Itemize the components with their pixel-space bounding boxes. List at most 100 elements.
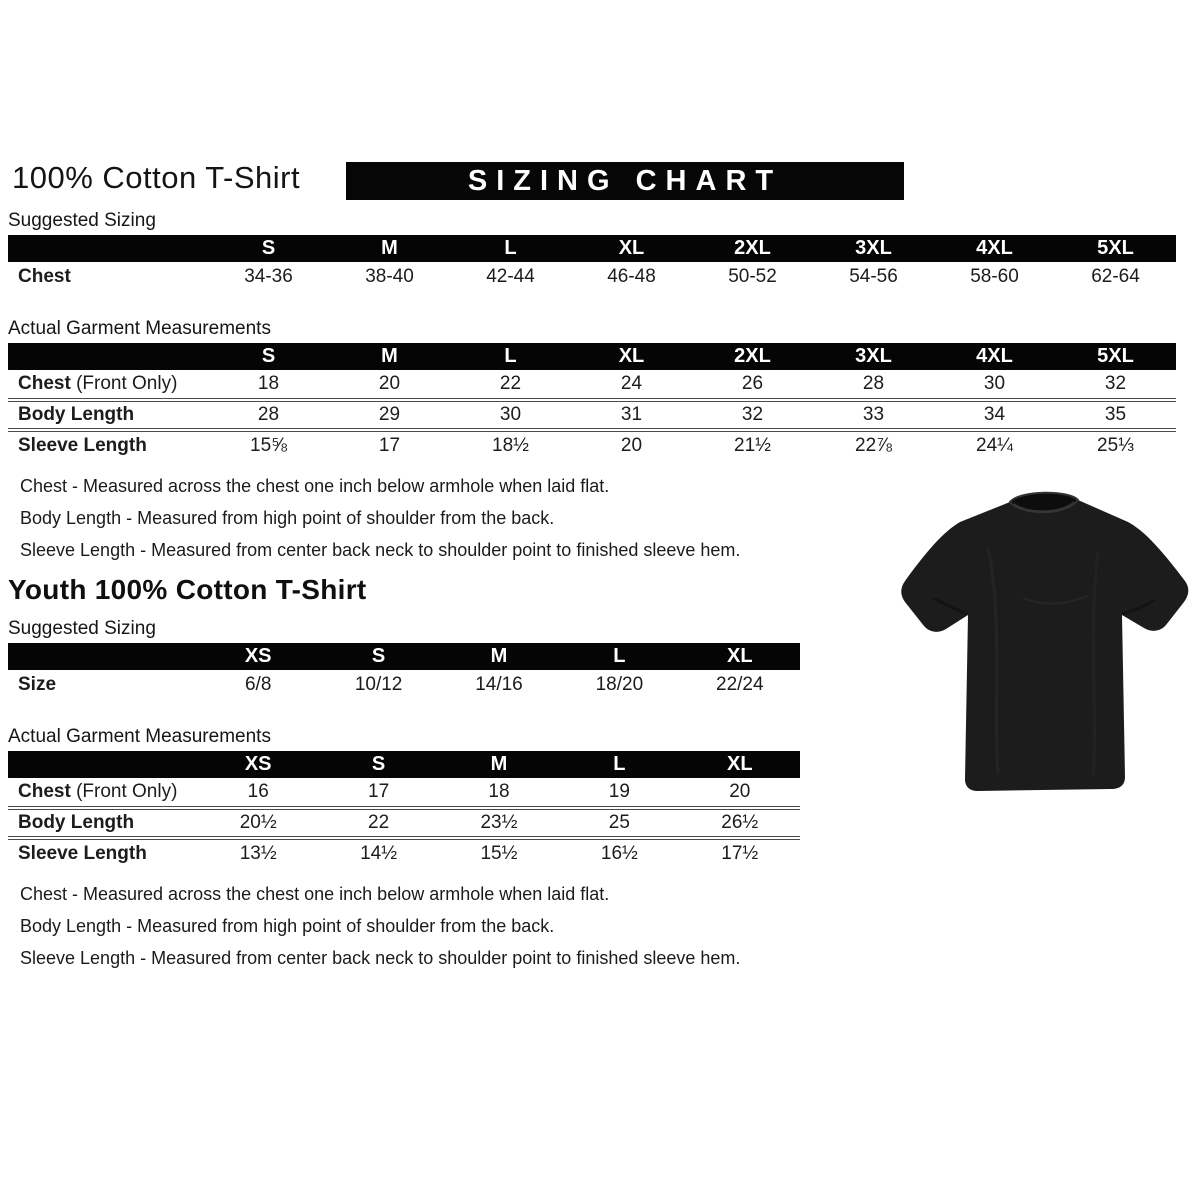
youth-measurement-notes: Chest - Measured across the chest one in… [20,878,1192,974]
cell: 22 [450,370,571,400]
cell: 34-36 [208,262,329,292]
size-col-header: XL [679,643,800,670]
cell: 17½ [679,836,800,868]
row-label: Sleeve Length [8,428,208,460]
cell: 31 [571,398,692,430]
cell: 25⅓ [1055,428,1176,460]
note-body-length: Body Length - Measured from high point o… [20,916,555,936]
cell: 25 [559,806,680,838]
cell: 54-56 [813,262,934,292]
adult-title: 100% Cotton T-Shirt [12,160,301,195]
row-label: Sleeve Length [8,836,198,868]
table-header-row: XS S M L XL [8,643,800,670]
cell: 10/12 [318,670,439,700]
note-sleeve-length: Sleeve Length - Measured from center bac… [20,948,741,968]
table-header-row: XS S M L XL [8,751,800,778]
size-col-header: M [329,235,450,262]
size-col-header: 3XL [813,235,934,262]
size-col-header: M [438,643,560,670]
cell: 20 [329,370,450,400]
tshirt-image [893,478,1195,808]
cell: 29 [329,398,450,430]
table-header-row: S M L XL 2XL 3XL 4XL 5XL [8,235,1176,262]
size-col-header: L [559,643,680,670]
row-label: Body Length [8,806,198,838]
row-label: Chest (Front Only) [8,370,208,400]
size-col-header: XS [198,751,319,778]
table-row: Chest (Front Only) 18 20 22 24 26 28 30 … [8,370,1176,400]
note-chest: Chest - Measured across the chest one in… [20,476,610,496]
youth-actual-table: XS S M L XL Chest (Front Only) 16 17 18 … [8,751,800,868]
table-row: Size 6/8 10/12 14/16 18/20 22/24 [8,670,800,700]
cell: 19 [559,778,680,808]
row-label: Chest (Front Only) [8,778,198,808]
youth-suggested-label: Suggested Sizing [8,618,156,639]
cell: 28 [813,370,934,400]
cell: 20 [679,778,800,808]
cell: 30 [934,370,1055,400]
cell: 24¼ [934,428,1055,460]
adult-actual-table: S M L XL 2XL 3XL 4XL 5XL Chest (Front On… [8,343,1176,460]
cell: 20 [571,428,692,460]
page-header: 100% Cotton T-Shirt SIZING CHART [8,160,1192,204]
cell: 14/16 [438,670,560,700]
sizing-chart-banner: SIZING CHART [346,162,904,200]
row-label: Chest [8,262,208,292]
cell: 15½ [438,836,560,868]
youth-title: Youth 100% Cotton T-Shirt [8,574,367,605]
size-col-header: 4XL [934,235,1055,262]
cell: 17 [318,778,439,808]
cell: 62-64 [1055,262,1176,292]
cell: 35 [1055,398,1176,430]
size-col-header: M [329,343,450,370]
youth-suggested-table: XS S M L XL Size 6/8 10/12 14/16 18/20 2… [8,643,800,700]
size-col-header: S [318,751,439,778]
cell: 28 [208,398,329,430]
cell: 15⅝ [208,428,329,460]
cell: 50-52 [692,262,813,292]
cell: 26½ [679,806,800,838]
cell: 23½ [438,806,560,838]
adult-actual-label: Actual Garment Measurements [8,318,271,339]
table-row: Body Length 28 29 30 31 32 33 34 35 [8,398,1176,430]
cell: 18 [438,778,560,808]
table-row: Chest 34-36 38-40 42-44 46-48 50-52 54-5… [8,262,1176,292]
size-col-header: S [208,235,329,262]
size-col-header: XL [571,343,692,370]
cell: 42-44 [450,262,571,292]
table-row: Sleeve Length 13½ 14½ 15½ 16½ 17½ [8,836,800,868]
cell: 32 [692,398,813,430]
cell: 22⅞ [813,428,934,460]
cell: 58-60 [934,262,1055,292]
cell: 38-40 [329,262,450,292]
size-col-header: 4XL [934,343,1055,370]
note-body-length: Body Length - Measured from high point o… [20,508,555,528]
size-col-header: XL [679,751,800,778]
cell: 20½ [198,806,319,838]
size-col-header: L [450,235,571,262]
adult-suggested-table: S M L XL 2XL 3XL 4XL 5XL Chest 34-36 38-… [8,235,1176,292]
row-label: Size [8,670,198,700]
cell: 22 [318,806,439,838]
cell: 16½ [559,836,680,868]
cell: 21½ [692,428,813,460]
size-col-header: 5XL [1055,235,1176,262]
size-col-header: 2XL [692,343,813,370]
note-chest: Chest - Measured across the chest one in… [20,884,610,904]
cell: 18 [208,370,329,400]
size-col-header: XL [571,235,692,262]
sizing-chart-page: 100% Cotton T-Shirt SIZING CHART Suggest… [8,160,1192,980]
adult-measurement-notes: Chest - Measured across the chest one in… [20,470,1192,566]
cell: 18/20 [559,670,680,700]
empty-corner-cell [8,343,208,370]
size-col-header: L [450,343,571,370]
table-row: Body Length 20½ 22 23½ 25 26½ [8,806,800,838]
cell: 6/8 [198,670,319,700]
size-col-header: 5XL [1055,343,1176,370]
size-col-header: 3XL [813,343,934,370]
cell: 26 [692,370,813,400]
empty-corner-cell [8,643,198,670]
youth-actual-label: Actual Garment Measurements [8,726,271,747]
empty-corner-cell [8,235,208,262]
cell: 14½ [318,836,439,868]
